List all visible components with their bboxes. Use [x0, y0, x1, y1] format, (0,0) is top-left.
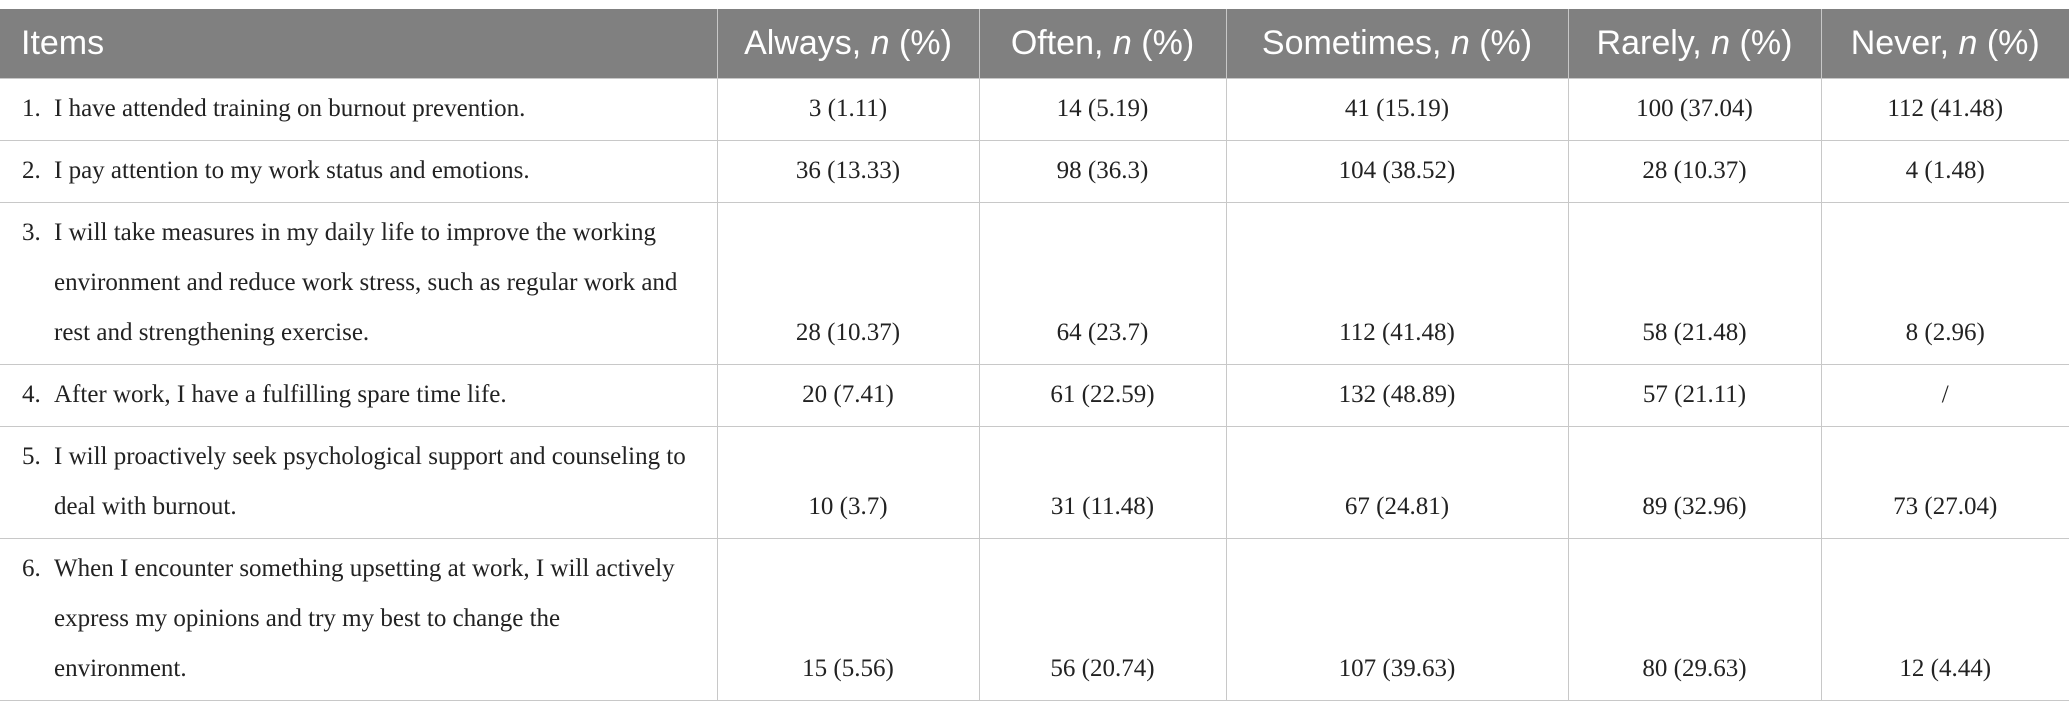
item-text: 3. I will take measures in my daily life …	[22, 208, 697, 358]
header-suffix: (%)	[1986, 24, 2040, 62]
header-cell: Never, n (%)	[1820, 9, 2069, 79]
item-number: 5.	[22, 443, 41, 470]
header-italic: n	[870, 24, 890, 62]
item-number: 4.	[22, 381, 41, 408]
page: Items Always, n (%) Often, n (%) Sometimes,…	[0, 9, 2069, 714]
value-cell: 8 (2.96)	[1820, 202, 2069, 365]
value-cell: 20 (7.41)	[716, 364, 979, 427]
header-suffix: (%)	[1141, 24, 1195, 62]
item-label: When I encounter something upsetting at …	[54, 555, 675, 682]
value-cell: 12 (4.44)	[1820, 538, 2069, 701]
value-cell: 61 (22.59)	[978, 364, 1226, 427]
value-cell: 100 (37.04)	[1567, 78, 1821, 141]
value-cell: 4 (1.48)	[1820, 140, 2069, 203]
item-number: 2.	[22, 157, 41, 184]
value-cell: 112 (41.48)	[1225, 202, 1568, 365]
header-suffix: (%)	[899, 24, 952, 62]
header-cell: Rarely, n (%)	[1567, 9, 1821, 79]
value-cell: 73 (27.04)	[1820, 426, 2069, 539]
header-suffix: (%)	[1479, 24, 1533, 62]
item-label: I will proactively seek psychological su…	[54, 443, 686, 520]
item-text: 5. I will proactively seek psychological …	[22, 432, 697, 532]
value-cell: 132 (48.89)	[1225, 364, 1568, 427]
item-number: 3.	[22, 219, 41, 246]
header-italic: n	[1450, 24, 1470, 62]
value-cell: 28 (10.37)	[1567, 140, 1821, 203]
header-italic: n	[1958, 24, 1978, 62]
value-cell: 112 (41.48)	[1820, 78, 2069, 141]
value-cell: 67 (24.81)	[1225, 426, 1568, 539]
value-cell: 107 (39.63)	[1225, 538, 1568, 701]
table-row: 3. I will take measures in my daily life …	[0, 202, 2069, 365]
value-cell: 57 (21.11)	[1567, 364, 1821, 427]
data-table: Items Always, n (%) Often, n (%) Sometimes,…	[0, 9, 2069, 701]
value-cell: 36 (13.33)	[716, 140, 979, 203]
header-cell: Items	[0, 9, 717, 79]
item-text: 4. After work, I have a fulfilling spare …	[22, 370, 697, 420]
header-text: Rarely,	[1596, 24, 1702, 62]
item-cell: 3. I will take measures in my daily life …	[0, 202, 717, 365]
table-row: 5. I will proactively seek psychological …	[0, 426, 2069, 539]
value-cell: 3 (1.11)	[716, 78, 979, 141]
item-label: After work, I have a fulfilling spare ti…	[54, 381, 507, 408]
item-number: 1.	[22, 95, 41, 122]
header-italic: n	[1711, 24, 1731, 62]
item-label: I will take measures in my daily life to…	[54, 219, 678, 346]
header-text: Items	[21, 24, 105, 62]
value-cell: 80 (29.63)	[1567, 538, 1821, 701]
table-body: 1. I have attended training on burnout pr…	[0, 78, 2069, 701]
item-cell: 6. When I encounter something upsetting a…	[0, 538, 717, 701]
value-cell: 98 (36.3)	[978, 140, 1226, 203]
value-cell: 10 (3.7)	[716, 426, 979, 539]
value-cell: 58 (21.48)	[1567, 202, 1821, 365]
value-cell: 64 (23.7)	[978, 202, 1226, 365]
header-cell: Often, n (%)	[978, 9, 1226, 79]
item-number: 6.	[22, 555, 41, 582]
header-text: Often,	[1010, 24, 1104, 62]
item-text: 1. I have attended training on burnout pr…	[22, 84, 697, 134]
header-italic: n	[1112, 24, 1132, 62]
table-row: 1. I have attended training on burnout pr…	[0, 78, 2069, 141]
value-cell: /	[1820, 364, 2069, 427]
value-cell: 31 (11.48)	[978, 426, 1226, 539]
value-cell: 104 (38.52)	[1225, 140, 1568, 203]
value-cell: 15 (5.56)	[716, 538, 979, 701]
item-label: I have attended training on burnout prev…	[54, 95, 526, 122]
value-cell: 14 (5.19)	[978, 78, 1226, 141]
item-text: 2. I pay attention to my work status and …	[22, 146, 697, 196]
header-text: Always,	[744, 24, 862, 62]
item-cell: 1. I have attended training on burnout pr…	[0, 78, 717, 141]
header-cell: Sometimes, n (%)	[1225, 9, 1568, 79]
item-cell: 4. After work, I have a fulfilling spare …	[0, 364, 717, 427]
header-cell: Always, n (%)	[716, 9, 979, 79]
item-cell: 5. I will proactively seek psychological …	[0, 426, 717, 539]
item-cell: 2. I pay attention to my work status and …	[0, 140, 717, 203]
value-cell: 41 (15.19)	[1225, 78, 1568, 141]
header-suffix: (%)	[1739, 24, 1793, 62]
value-cell: 56 (20.74)	[978, 538, 1226, 701]
header-row: Items Always, n (%) Often, n (%) Sometimes,…	[0, 9, 2069, 79]
item-label: I pay attention to my work status and em…	[54, 157, 530, 184]
table-row: 4. After work, I have a fulfilling spare …	[0, 364, 2069, 427]
item-text: 6. When I encounter something upsetting a…	[22, 544, 697, 694]
value-cell: 89 (32.96)	[1567, 426, 1821, 539]
table-row: 2. I pay attention to my work status and …	[0, 140, 2069, 203]
header-text: Never,	[1850, 24, 1950, 62]
value-cell: 28 (10.37)	[716, 202, 979, 365]
table-row: 6. When I encounter something upsetting a…	[0, 538, 2069, 701]
header-text: Sometimes,	[1261, 24, 1442, 62]
